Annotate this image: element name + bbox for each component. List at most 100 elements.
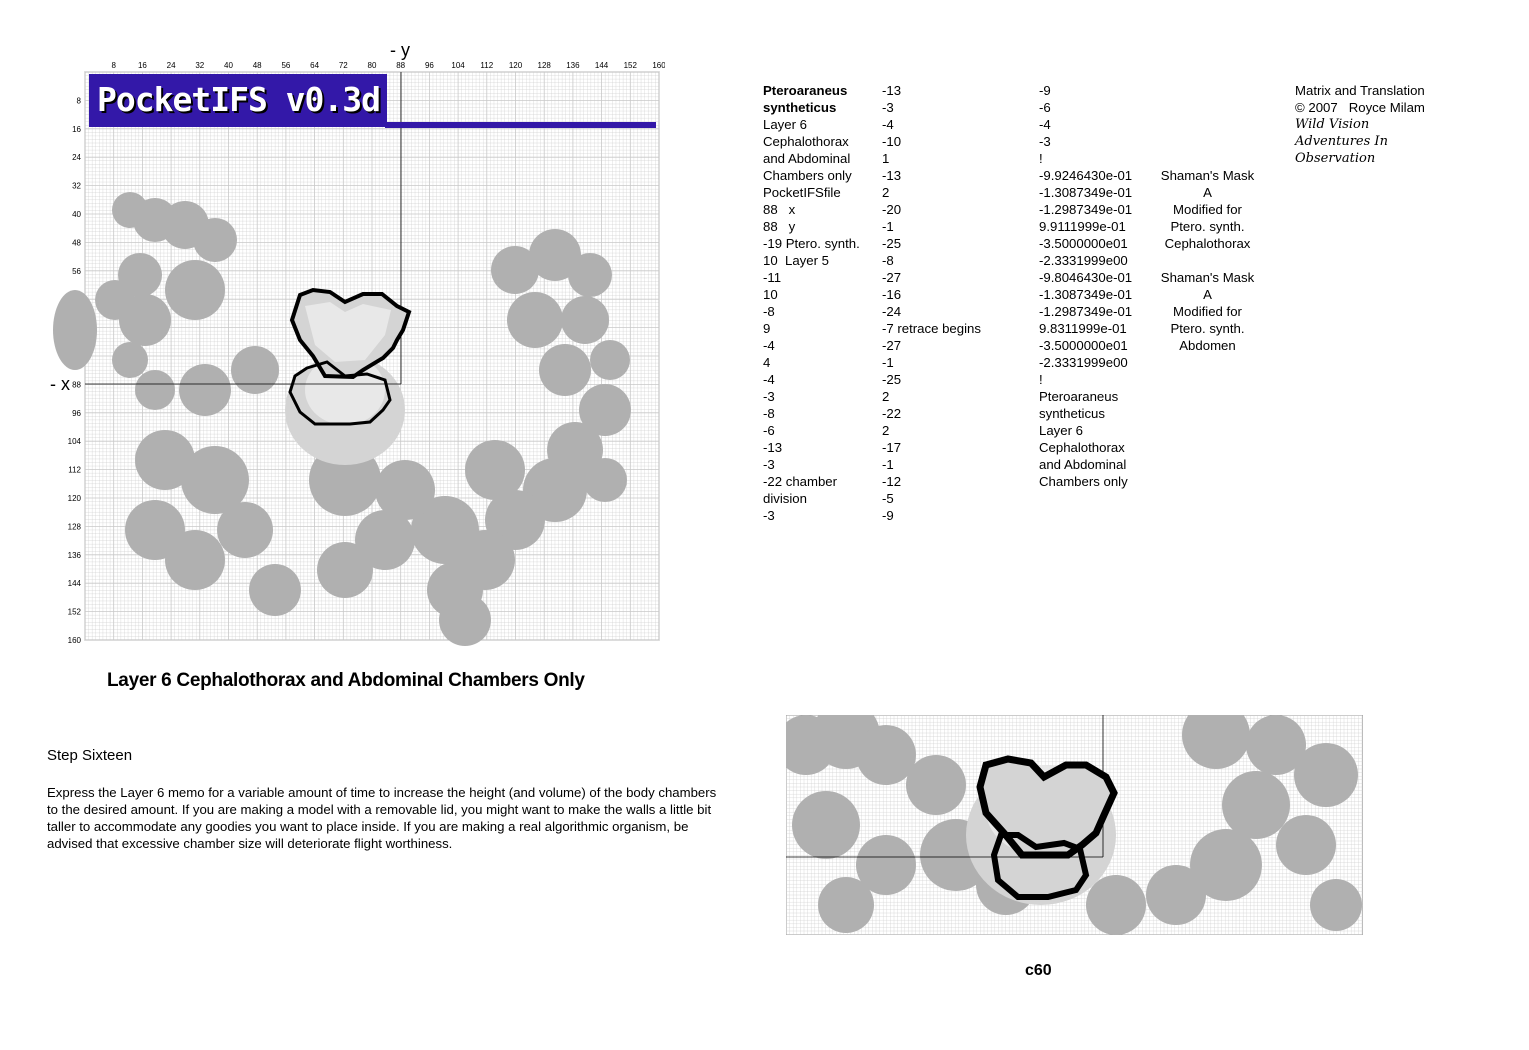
column-line: A [1203, 185, 1212, 200]
pattern-blob [507, 292, 563, 348]
banner-rule [385, 122, 656, 128]
pattern-blob [1182, 715, 1250, 769]
column-line: Matrix and Translation [1295, 83, 1425, 98]
step-body: Express the Layer 6 memo for a variable … [47, 785, 717, 851]
column-line: -27 [882, 270, 902, 285]
column-line [1150, 252, 1265, 269]
column-line: -1.3087349e-01 [1039, 287, 1133, 302]
y-tick-label: 8 [77, 96, 82, 105]
column-line: syntheticus [763, 100, 837, 115]
column-line [1150, 116, 1265, 133]
column-line: -20 [882, 202, 902, 217]
column-line: 9.9111999e-01 [1039, 219, 1126, 234]
column-line: -4 [763, 372, 775, 387]
y-tick-label: 136 [68, 551, 82, 560]
column-line: 88 x [763, 202, 796, 217]
y-tick-label: 32 [72, 182, 81, 191]
column-line: -3 [882, 100, 894, 115]
column-line: -8 [882, 253, 894, 268]
column-line: Abdomen [1179, 338, 1236, 353]
pattern-blob [1294, 743, 1358, 807]
column-line: Pteroaraneus [763, 83, 848, 98]
column-line: ! [1039, 372, 1043, 387]
credit-script-line: Wild Vision [1295, 117, 1370, 132]
column-line: Modified for [1173, 202, 1242, 217]
column-line: -8 [763, 304, 775, 319]
y-tick-label: 160 [68, 636, 82, 645]
column-line: -5 [882, 491, 894, 506]
pattern-blob [165, 260, 225, 320]
column-line: -13 [763, 440, 783, 455]
y-tick-label: 56 [72, 267, 81, 276]
fractal-pattern [95, 192, 631, 646]
column-line: -13 [882, 168, 902, 183]
column-line: -4 [763, 338, 775, 353]
pattern-blob [249, 564, 301, 616]
column-line: -10 [882, 134, 902, 149]
column-line: -4 [1039, 117, 1051, 132]
column-line: -11 [763, 270, 782, 285]
pattern-grid-top: 8 16 24 32 40 48 56 64 72 80 88 96 104 112 120 128 136 14… [53, 61, 665, 646]
y-tick-label: 104 [68, 437, 82, 446]
pattern-blob [906, 755, 966, 815]
page-number: c60 [1025, 962, 1052, 979]
column-line: 9 [763, 321, 771, 336]
x-axis-label: - x [50, 374, 70, 394]
column-line: -1.2987349e-01 [1039, 304, 1133, 319]
column-line: -19 Ptero. synth. [763, 236, 860, 251]
x-tick-label: 104 [451, 61, 465, 70]
column-line: -1 [882, 355, 894, 370]
column-line: 10 [763, 287, 778, 302]
column-line: -1.3087349e-01 [1039, 185, 1133, 200]
column-line: 10 Layer 5 [763, 253, 829, 268]
column-line: -16 [882, 287, 902, 302]
column-line: -1 [882, 219, 894, 234]
pattern-blob [1146, 865, 1206, 925]
column-line: -9.8046430e-01 [1039, 270, 1133, 285]
x-tick-label: 24 [167, 61, 176, 70]
y-axis-label: - y [390, 40, 410, 60]
column-line: -22 [882, 406, 902, 421]
pattern-blob [1086, 875, 1146, 935]
y-tick-label: 112 [68, 466, 81, 475]
column-line [1150, 99, 1265, 116]
column-line: -8 [763, 406, 775, 421]
pattern-blob [411, 496, 479, 564]
abdomen-outline [288, 360, 392, 426]
pattern-blob [1190, 829, 1262, 901]
column-line: A [1203, 287, 1212, 302]
column-line: -3 [1039, 134, 1051, 149]
column-line: -6 [763, 423, 775, 438]
column-line: Shaman's Mask [1160, 168, 1255, 183]
column-line: 88 y [763, 219, 796, 234]
column-line: and Abdominal [763, 151, 851, 166]
y-tick-label: 16 [72, 125, 81, 134]
column-line: -25 [882, 236, 902, 251]
column-line: © 2007 Royce Milam [1295, 100, 1425, 115]
pattern-blob [135, 430, 195, 490]
pattern-blob [465, 440, 525, 500]
x-tick-label: 160 [652, 61, 665, 70]
column-line: 4 [763, 355, 771, 370]
pattern-blob [355, 510, 415, 570]
column-line: -7 retrace begins [882, 321, 981, 336]
column-line: 9.8311999e-01 [1039, 321, 1127, 336]
x-tick-label: 64 [310, 61, 319, 70]
pattern-blob [179, 364, 231, 416]
column-line: -9 [1039, 83, 1051, 98]
x-tick-label: 80 [368, 61, 377, 70]
column-line: Cephalothorax [1039, 440, 1125, 455]
x-tick-label: 136 [566, 61, 580, 70]
pattern-blob [217, 502, 273, 558]
pattern-blob [193, 218, 237, 262]
pattern-blob [112, 342, 148, 378]
x-tick-label: 16 [138, 61, 147, 70]
column-line: -25 [882, 372, 902, 387]
column-line: ! [1039, 151, 1043, 166]
column-line: -17 [882, 440, 902, 455]
column-line: Layer 6 [763, 117, 807, 132]
column-line: -12 [882, 474, 902, 489]
column-line: Cephalothorax [763, 134, 849, 149]
credit-script-line: Observation [1295, 151, 1376, 166]
y-tick-label: 120 [68, 494, 82, 503]
